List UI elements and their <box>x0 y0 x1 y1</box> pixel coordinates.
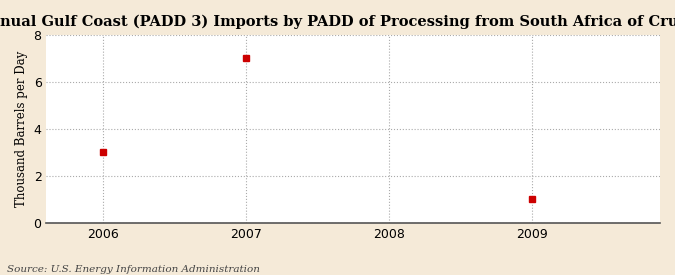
Text: Source: U.S. Energy Information Administration: Source: U.S. Energy Information Administ… <box>7 265 260 274</box>
Y-axis label: Thousand Barrels per Day: Thousand Barrels per Day <box>15 51 28 207</box>
Title: Annual Gulf Coast (PADD 3) Imports by PADD of Processing from South Africa of Cr: Annual Gulf Coast (PADD 3) Imports by PA… <box>0 15 675 29</box>
